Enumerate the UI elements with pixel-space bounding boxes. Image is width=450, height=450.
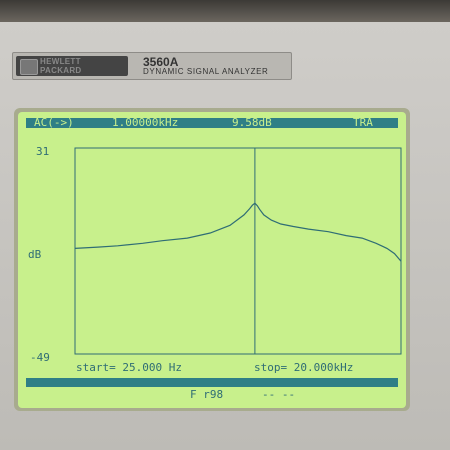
background-strip: [0, 0, 450, 22]
brand-text: HEWLETT PACKARD: [40, 57, 82, 75]
plot-frame: [74, 147, 402, 355]
footer-label: F r98: [190, 388, 224, 401]
start-frequency: start= 25.000 Hz: [76, 361, 182, 374]
stop-frequency: stop= 20.000kHz: [254, 361, 354, 374]
instrument-name: DYNAMIC SIGNAL ANALYZER: [143, 67, 269, 76]
marker-level: 9.58dB: [232, 116, 272, 129]
marker-frequency: 1.00000kHz: [112, 116, 179, 129]
softkey-bar: [26, 378, 398, 387]
model-number: 3560A: [143, 55, 179, 69]
spectrum-trace: [74, 202, 402, 262]
channel-label: AC(->): [34, 116, 74, 129]
brand-line2: PACKARD: [40, 66, 82, 75]
spectrum-plot: [74, 147, 402, 355]
brand-logo: HEWLETT PACKARD: [16, 56, 128, 76]
hp-logo-icon: [20, 59, 38, 75]
analyzer-screen: AC(->) 1.00000kHz 9.58dB TRA 31 dB -49 s…: [18, 112, 406, 408]
trace-mode: TRA: [353, 116, 373, 129]
instrument-badge: HEWLETT PACKARD 3560A DYNAMIC SIGNAL ANA…: [12, 52, 292, 80]
y-top-label: 31: [36, 145, 50, 158]
footer-fields: -- --: [262, 388, 296, 401]
status-bar: [26, 118, 398, 128]
brand-line1: HEWLETT: [40, 57, 81, 66]
y-unit-label: dB: [28, 248, 42, 261]
y-bottom-label: -49: [30, 351, 50, 364]
